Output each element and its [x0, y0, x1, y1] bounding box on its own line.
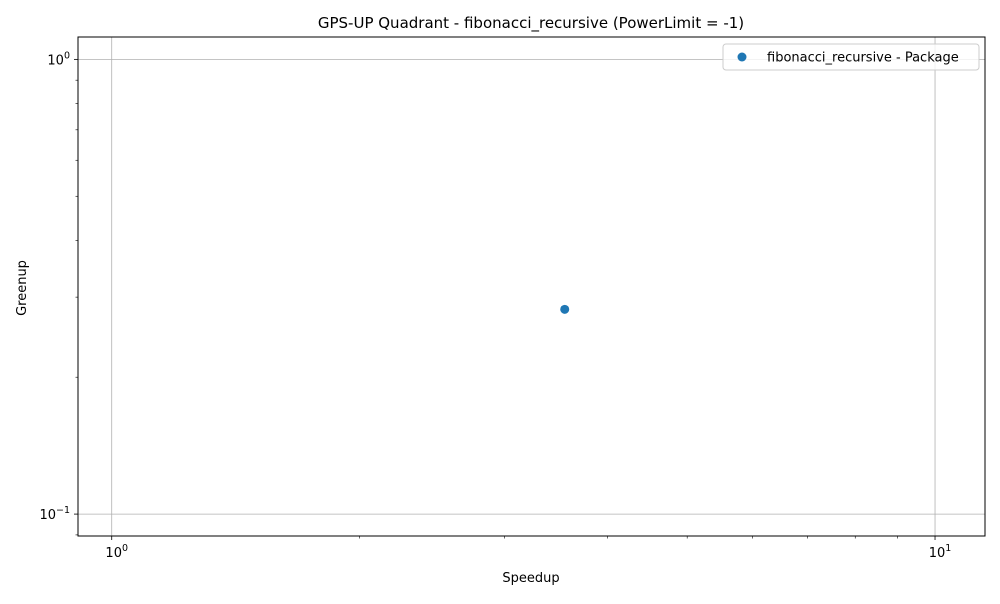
- y-axis-label: Greenup: [15, 260, 30, 316]
- y-tick-label: 100: [47, 50, 70, 68]
- legend-marker: [737, 52, 747, 62]
- legend-label: fibonacci_recursive - Package: [767, 51, 959, 66]
- plot-frame: [77, 36, 986, 537]
- x-tick-label: 100: [105, 543, 128, 561]
- chart-title: GPS-UP Quadrant - fibonacci_recursive (P…: [318, 14, 744, 33]
- data-point: [560, 304, 570, 314]
- points-layer: [560, 304, 570, 314]
- x-tick-label: 101: [929, 543, 952, 561]
- tick-layer: 100 101 10−1 100: [39, 50, 951, 561]
- x-axis-label: Speedup: [502, 571, 559, 586]
- legend: fibonacci_recursive - Package: [722, 43, 980, 71]
- legend-box: [722, 43, 980, 71]
- y-tick-label: 10−1: [39, 505, 70, 523]
